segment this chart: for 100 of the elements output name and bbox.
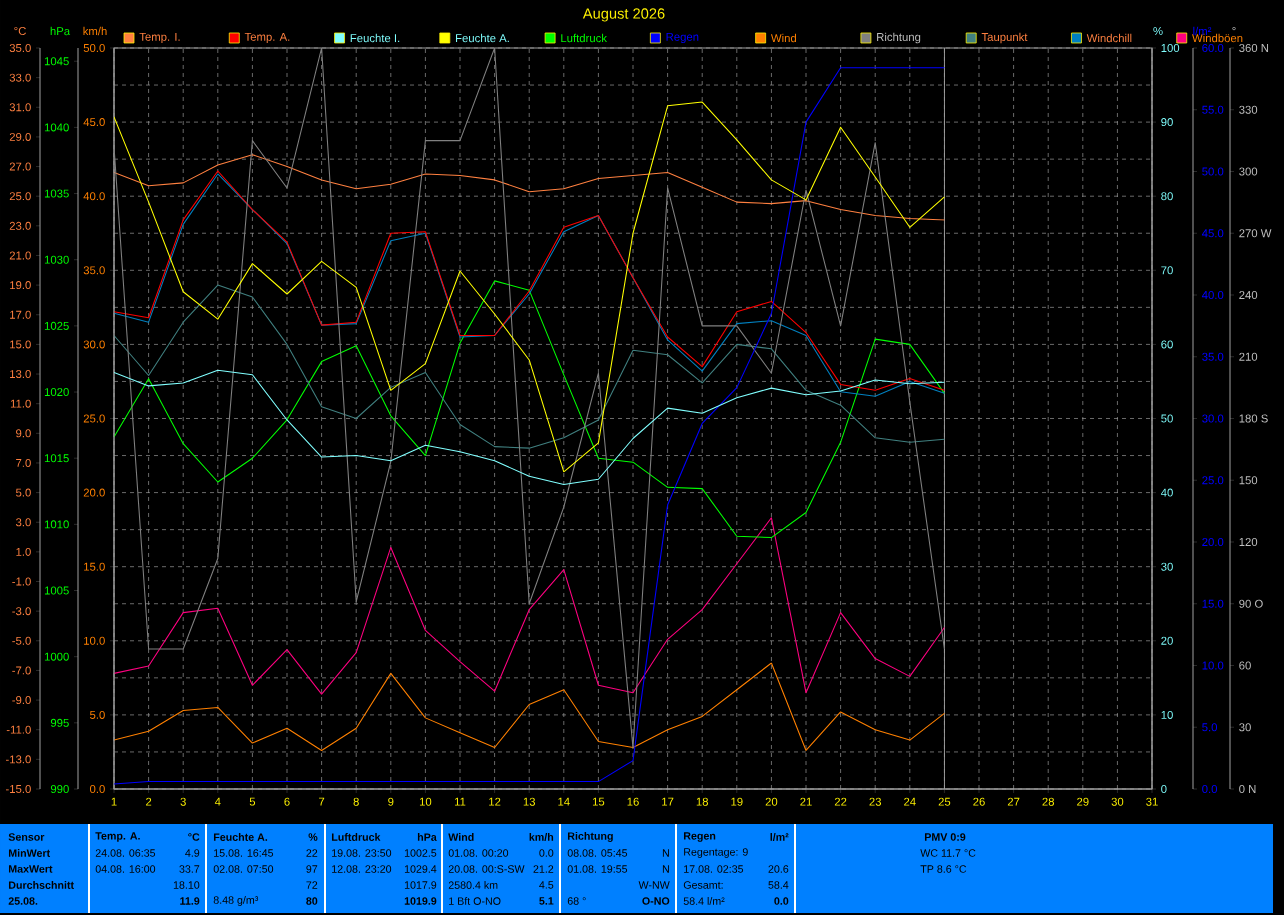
y3-tick-label: 35.0 bbox=[83, 266, 105, 275]
text: 20.08. 00:S-SW bbox=[448, 865, 525, 873]
y3-tick-label: 30 bbox=[1239, 723, 1251, 732]
y2-axis-title: hPa bbox=[50, 26, 71, 36]
text: hPa bbox=[417, 833, 437, 841]
text: N bbox=[662, 865, 669, 873]
text: MinWert bbox=[8, 849, 51, 857]
text: Sensor bbox=[8, 833, 45, 841]
y2-tick-label: 995 bbox=[50, 718, 69, 727]
text: 21.2 bbox=[533, 865, 554, 873]
y2-tick-label: 1045 bbox=[44, 57, 69, 66]
text: Regen bbox=[683, 832, 716, 842]
text: 4.5 bbox=[539, 881, 554, 889]
text: 58.4 bbox=[768, 881, 789, 889]
x-tick-label: 9 bbox=[388, 797, 394, 806]
x-tick-label: 6 bbox=[284, 797, 290, 806]
y2-tick-label: 30.0 bbox=[1202, 414, 1224, 423]
y-tick-label: 80 bbox=[1161, 192, 1173, 201]
y2-tick-label: 990 bbox=[50, 785, 69, 794]
x-tick-label: 17 bbox=[662, 797, 674, 806]
legend-label: Taupunkt bbox=[981, 32, 1028, 44]
y2-tick-label: 15.0 bbox=[1202, 599, 1224, 608]
legend-label: Windchill bbox=[1086, 33, 1132, 43]
y2-tick-label: 1020 bbox=[44, 388, 69, 397]
x-tick-label: 4 bbox=[214, 797, 221, 806]
y3-tick-label: 0 N bbox=[1239, 785, 1256, 794]
y3-tick-label: 120 bbox=[1239, 537, 1258, 546]
y-tick-label: -15.0 bbox=[5, 785, 31, 794]
y3-tick-label: 240 bbox=[1239, 290, 1258, 299]
text: 8.48 g/m³ bbox=[213, 896, 259, 906]
y2-tick-label: 50.0 bbox=[1202, 167, 1224, 176]
y3-tick-label: 40.0 bbox=[83, 192, 105, 201]
y-tick-label: 100 bbox=[1161, 43, 1180, 52]
y-tick-label: -9.0 bbox=[12, 696, 31, 705]
x-tick-label: 30 bbox=[1111, 797, 1124, 806]
y-tick-label: 31.0 bbox=[9, 103, 31, 112]
text: 01.08. 00:20 bbox=[448, 849, 509, 857]
x-tick-label: 25 bbox=[938, 797, 951, 806]
text: Richtung bbox=[567, 832, 613, 842]
text: l/m² bbox=[770, 833, 789, 841]
y-tick-label: 70 bbox=[1161, 266, 1173, 275]
y3-tick-label: 25.0 bbox=[83, 414, 105, 423]
y-tick-label: 60 bbox=[1161, 340, 1173, 349]
line-series bbox=[114, 284, 945, 449]
x-tick-label: 21 bbox=[800, 797, 812, 806]
text: MaxWert bbox=[8, 865, 53, 873]
x-tick-label: 23 bbox=[869, 797, 882, 806]
text: % bbox=[308, 833, 318, 841]
y3-tick-label: 90 O bbox=[1239, 599, 1263, 608]
y2-tick-label: 25.0 bbox=[1202, 476, 1224, 485]
legend-label: Temp. I. bbox=[139, 32, 180, 44]
y-tick-label: 15.0 bbox=[10, 340, 31, 349]
text: N bbox=[662, 849, 669, 857]
y-tick-label: 23.0 bbox=[9, 221, 31, 230]
x-tick-label: 19 bbox=[731, 797, 743, 806]
text: 17.08. 02:35 bbox=[684, 865, 744, 873]
x-tick-label: 3 bbox=[180, 797, 186, 806]
text: PMV 0:9 bbox=[924, 833, 966, 841]
y2-tick-label: 40.0 bbox=[1201, 291, 1224, 300]
x-tick-label: 8 bbox=[353, 797, 359, 806]
chart-title: August 2026 bbox=[582, 8, 665, 22]
y3-tick-label: 360 N bbox=[1239, 43, 1269, 52]
legend-label: Feuchte I. bbox=[350, 33, 400, 43]
text: 22 bbox=[306, 849, 318, 857]
y3-tick-label: 60 bbox=[1239, 661, 1251, 670]
legend-label: Temp. A. bbox=[244, 32, 290, 44]
y-tick-label: 7.0 bbox=[16, 458, 31, 467]
y3-tick-label: 50.0 bbox=[83, 43, 105, 52]
text: 12.08. 23:20 bbox=[332, 865, 392, 873]
y-tick-label: -7.0 bbox=[12, 666, 31, 675]
y3-tick-label: 5.0 bbox=[90, 710, 105, 719]
text: km/h bbox=[529, 833, 554, 841]
x-tick-label: 5 bbox=[249, 797, 256, 806]
y2-tick-label: 35.0 bbox=[1202, 352, 1224, 361]
y3-tick-label: 180 S bbox=[1239, 414, 1268, 423]
text: 25.08. bbox=[8, 897, 38, 905]
text: 5.1 bbox=[539, 897, 554, 905]
text: WC 11.7 °C bbox=[920, 849, 976, 857]
y3-tick-label: 270 W bbox=[1239, 229, 1272, 238]
text: °C bbox=[188, 833, 200, 841]
legend-label: Feuchte A. bbox=[456, 33, 509, 43]
text: Wind bbox=[448, 833, 474, 841]
y-tick-label: -5.0 bbox=[12, 636, 31, 645]
text: 15.08. 16:45 bbox=[214, 849, 274, 857]
line-series bbox=[114, 280, 945, 539]
y2-tick-label: 1030 bbox=[44, 255, 69, 264]
y-tick-label: 25.0 bbox=[9, 192, 31, 201]
text: Regentage: 9 bbox=[684, 848, 748, 858]
y-tick-label: -13.0 bbox=[5, 755, 31, 764]
legend-label: Richtung bbox=[877, 32, 921, 44]
y-tick-label: 35.0 bbox=[9, 43, 31, 52]
legend-label: Wind bbox=[770, 33, 797, 43]
x-tick-label: 27 bbox=[1007, 797, 1020, 806]
y-tick-label: 1.0 bbox=[16, 547, 31, 556]
y-tick-label: 30 bbox=[1161, 562, 1173, 571]
y2-tick-label: 5.0 bbox=[1202, 723, 1218, 732]
x-tick-label: 20 bbox=[765, 797, 778, 806]
y2-tick-label: 10.0 bbox=[1202, 661, 1224, 670]
text: 1002.5 bbox=[404, 849, 437, 857]
text: 97 bbox=[306, 865, 318, 873]
